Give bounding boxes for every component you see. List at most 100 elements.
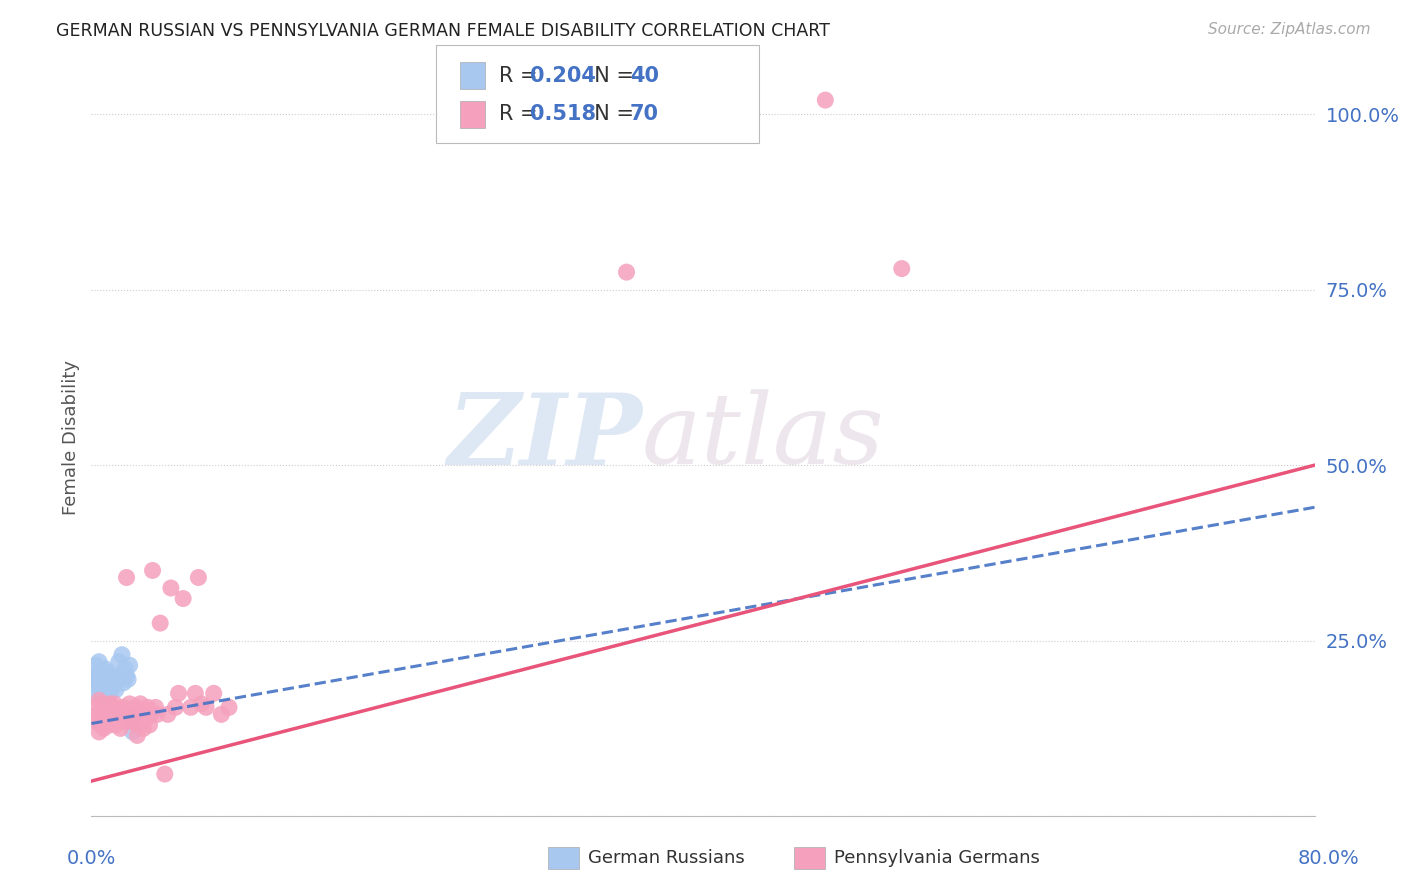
- Point: [131, 714, 153, 729]
- Point: [84, 658, 107, 673]
- Point: [93, 722, 115, 736]
- Point: [97, 679, 120, 693]
- Point: [93, 673, 115, 687]
- Text: N =: N =: [581, 66, 640, 86]
- Point: [84, 714, 107, 729]
- Point: [118, 658, 141, 673]
- Point: [209, 707, 232, 722]
- Point: [115, 669, 138, 683]
- Point: [120, 711, 142, 725]
- Point: [190, 697, 212, 711]
- Text: 70: 70: [630, 104, 659, 124]
- Text: atlas: atlas: [643, 390, 884, 484]
- Point: [90, 673, 112, 687]
- Point: [111, 707, 134, 722]
- Text: R =: R =: [499, 104, 544, 124]
- Point: [94, 675, 117, 690]
- Point: [83, 686, 105, 700]
- Point: [127, 728, 149, 742]
- Point: [90, 686, 112, 700]
- Point: [87, 665, 110, 680]
- Point: [93, 707, 115, 722]
- Point: [100, 673, 122, 687]
- Point: [156, 707, 179, 722]
- Point: [105, 673, 128, 687]
- Point: [86, 679, 108, 693]
- Point: [136, 700, 159, 714]
- Point: [141, 564, 163, 578]
- Point: [153, 767, 176, 781]
- Point: [180, 700, 202, 714]
- Point: [814, 93, 837, 107]
- Point: [117, 707, 139, 722]
- Point: [114, 714, 136, 729]
- Point: [165, 700, 187, 714]
- Point: [91, 711, 114, 725]
- Point: [195, 700, 218, 714]
- Point: [94, 662, 117, 676]
- Point: [97, 669, 120, 683]
- Point: [890, 261, 912, 276]
- Point: [121, 704, 143, 718]
- Text: 0.0%: 0.0%: [66, 848, 117, 868]
- Point: [172, 591, 194, 606]
- Point: [96, 704, 118, 718]
- Point: [86, 669, 108, 683]
- Point: [134, 704, 156, 718]
- Point: [103, 697, 125, 711]
- Point: [117, 673, 139, 687]
- Point: [98, 697, 121, 711]
- Point: [101, 669, 124, 683]
- Text: Source: ZipAtlas.com: Source: ZipAtlas.com: [1208, 22, 1371, 37]
- Text: 40: 40: [630, 66, 659, 86]
- Point: [616, 265, 638, 279]
- Point: [145, 700, 167, 714]
- Point: [184, 686, 207, 700]
- Point: [118, 697, 141, 711]
- Point: [146, 707, 169, 722]
- Point: [218, 700, 240, 714]
- Point: [86, 707, 108, 722]
- Point: [110, 722, 132, 736]
- Point: [101, 679, 124, 693]
- Point: [125, 700, 148, 714]
- Point: [96, 686, 118, 700]
- Point: [115, 570, 138, 584]
- Point: [112, 675, 135, 690]
- Point: [98, 718, 121, 732]
- Text: Pennsylvania Germans: Pennsylvania Germans: [834, 849, 1039, 867]
- Text: N =: N =: [581, 104, 640, 124]
- Point: [120, 714, 142, 729]
- Point: [100, 700, 122, 714]
- Point: [93, 682, 115, 697]
- Y-axis label: Female Disability: Female Disability: [62, 359, 80, 515]
- Point: [135, 711, 157, 725]
- Point: [90, 704, 112, 718]
- Point: [114, 704, 136, 718]
- Point: [139, 707, 162, 722]
- Point: [96, 714, 118, 729]
- Text: GERMAN RUSSIAN VS PENNSYLVANIA GERMAN FEMALE DISABILITY CORRELATION CHART: GERMAN RUSSIAN VS PENNSYLVANIA GERMAN FE…: [56, 22, 830, 40]
- Point: [187, 570, 209, 584]
- Point: [121, 725, 143, 739]
- Point: [138, 718, 160, 732]
- Point: [167, 686, 190, 700]
- Point: [103, 707, 125, 722]
- Text: 0.204: 0.204: [530, 66, 596, 86]
- Point: [149, 616, 172, 631]
- Point: [112, 700, 135, 714]
- Point: [132, 722, 155, 736]
- Text: ZIP: ZIP: [447, 389, 643, 485]
- Point: [98, 686, 121, 700]
- Point: [98, 675, 121, 690]
- Point: [101, 714, 124, 729]
- Point: [94, 700, 117, 714]
- Point: [122, 707, 145, 722]
- Point: [91, 669, 114, 683]
- Point: [91, 679, 114, 693]
- Text: 0.518: 0.518: [530, 104, 596, 124]
- Point: [114, 662, 136, 676]
- Point: [104, 682, 127, 697]
- Point: [100, 682, 122, 697]
- Text: R =: R =: [499, 66, 544, 86]
